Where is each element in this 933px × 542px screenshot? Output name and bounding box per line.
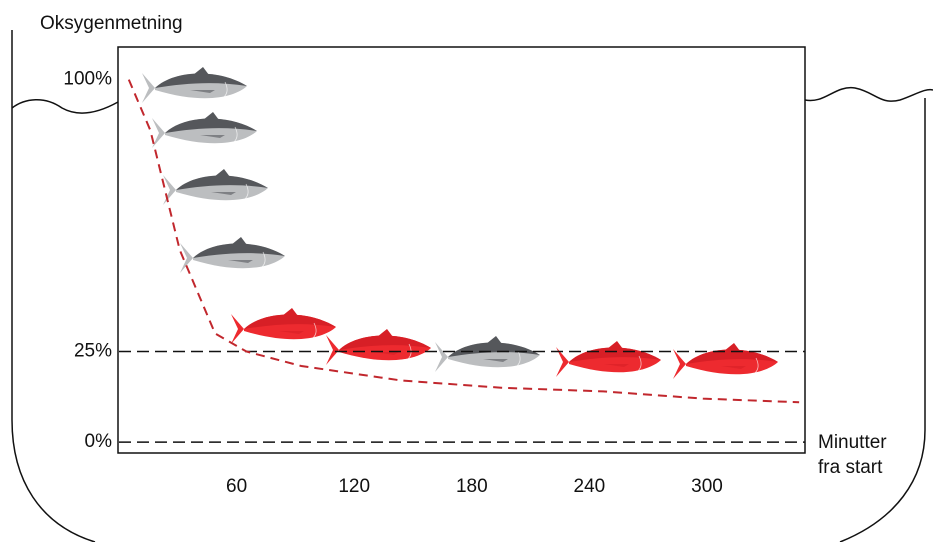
x-tick-label: 60 (226, 476, 247, 497)
y-axis-title: Oksygenmetning (40, 13, 183, 34)
fish (142, 67, 247, 103)
x-tick-label: 300 (691, 476, 723, 497)
y-tick-label: 25% (74, 341, 112, 362)
chart: Oksygenmetning Minutter fra start 100% 25… (0, 0, 933, 542)
y-tick-label: 0% (85, 431, 113, 452)
x-tick-label: 120 (338, 476, 370, 497)
fish (435, 336, 540, 372)
fish-row (142, 67, 778, 379)
x-tick-label: 180 (456, 476, 488, 497)
x-tick-label: 240 (574, 476, 606, 497)
fish (326, 329, 431, 365)
x-axis-title: Minutter (818, 432, 887, 453)
fish (231, 308, 336, 344)
fish (163, 169, 268, 205)
fish (673, 343, 778, 379)
y-tick-label: 100% (63, 69, 112, 90)
x-axis-title: fra start (818, 457, 883, 478)
tank-outline (12, 30, 933, 542)
fish (180, 237, 285, 273)
fish (152, 112, 257, 148)
fish (556, 341, 661, 377)
